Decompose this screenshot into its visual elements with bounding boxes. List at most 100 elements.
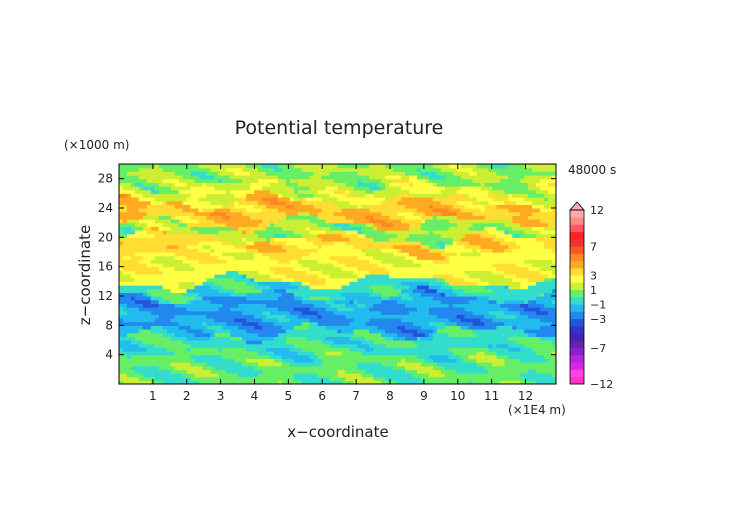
field-cell (552, 362, 556, 367)
field-cell (226, 237, 231, 242)
field-cell (452, 288, 458, 293)
field-cell (468, 226, 474, 231)
field-cell (226, 259, 231, 264)
field-cell (345, 365, 351, 370)
field-cell (262, 288, 267, 293)
field-cell (134, 266, 140, 271)
field-cell (226, 365, 231, 370)
field-cell (202, 281, 207, 286)
field-cell (170, 233, 176, 238)
field-cell (488, 307, 494, 312)
field-cell (349, 244, 354, 249)
field-cell (210, 329, 215, 334)
field-cell (162, 318, 168, 323)
field-cell (420, 226, 426, 231)
field-cell (154, 215, 160, 220)
field-cell (444, 318, 450, 323)
field-cell (428, 373, 434, 378)
field-cell (150, 376, 156, 381)
field-cell (492, 252, 498, 257)
field-cell (468, 248, 474, 253)
field-cell (285, 263, 291, 268)
field-cell (484, 369, 490, 374)
field-cell (409, 354, 414, 359)
field-cell (436, 354, 442, 359)
field-cell (528, 270, 533, 275)
field-cell (357, 259, 362, 264)
field-cell (397, 343, 402, 348)
field-cell (182, 376, 188, 381)
field-cell (548, 318, 553, 323)
field-cell (544, 340, 549, 345)
field-cell (190, 343, 196, 348)
field-cell (440, 329, 446, 334)
field-cell (393, 321, 398, 326)
field-cell (409, 321, 414, 326)
field-cell (305, 233, 311, 238)
field-cell (289, 285, 295, 290)
field-cell (548, 340, 553, 345)
field-cell (540, 358, 545, 363)
field-cell (409, 343, 414, 348)
field-cell (544, 292, 549, 297)
field-cell (540, 354, 545, 359)
field-cell (409, 222, 414, 227)
field-cell (242, 219, 247, 224)
field-cell (174, 369, 180, 374)
field-cell (273, 380, 279, 384)
field-cell (468, 244, 474, 249)
field-cell (190, 318, 196, 323)
field-cell (198, 358, 204, 363)
field-cell (448, 288, 454, 293)
field-cell (226, 380, 231, 384)
field-cell (424, 244, 430, 249)
field-cell (548, 277, 553, 282)
field-cell (369, 347, 374, 352)
field-cell (142, 329, 148, 334)
field-cell (277, 259, 283, 264)
field-cell (520, 347, 525, 352)
field-cell (500, 277, 505, 282)
field-cell (520, 255, 525, 260)
field-cell (516, 252, 521, 257)
field-cell (285, 219, 291, 224)
field-cell (416, 288, 422, 293)
field-cell (365, 237, 370, 242)
field-cell (250, 237, 255, 242)
field-cell (242, 343, 247, 348)
field-cell (238, 354, 243, 359)
field-cell (536, 318, 541, 323)
field-cell (444, 277, 450, 282)
field-cell (238, 219, 243, 224)
field-cell (401, 266, 406, 271)
field-cell (524, 259, 529, 264)
field-cell (484, 376, 490, 381)
field-cell (301, 288, 307, 293)
field-cell (309, 299, 315, 304)
field-cell (130, 299, 136, 304)
field-cell (448, 303, 454, 308)
field-cell (265, 244, 271, 249)
field-cell (254, 365, 259, 370)
field-cell (254, 314, 259, 319)
field-cell (472, 354, 478, 359)
field-cell (262, 329, 267, 334)
field-cell (377, 307, 382, 312)
field-cell (524, 219, 529, 224)
field-cell (524, 340, 529, 345)
field-cell (210, 237, 215, 242)
field-cell (369, 226, 374, 231)
field-cell (265, 340, 271, 345)
field-cell (258, 281, 263, 286)
field-cell (436, 376, 442, 381)
field-cell (488, 266, 494, 271)
field-cell (424, 365, 430, 370)
field-cell (540, 321, 545, 326)
field-cell (436, 351, 442, 356)
field-cell (401, 354, 406, 359)
field-cell (182, 285, 188, 290)
field-cell (480, 307, 486, 312)
field-cell (234, 336, 239, 341)
field-cell (504, 285, 509, 290)
field-cell (146, 376, 152, 381)
